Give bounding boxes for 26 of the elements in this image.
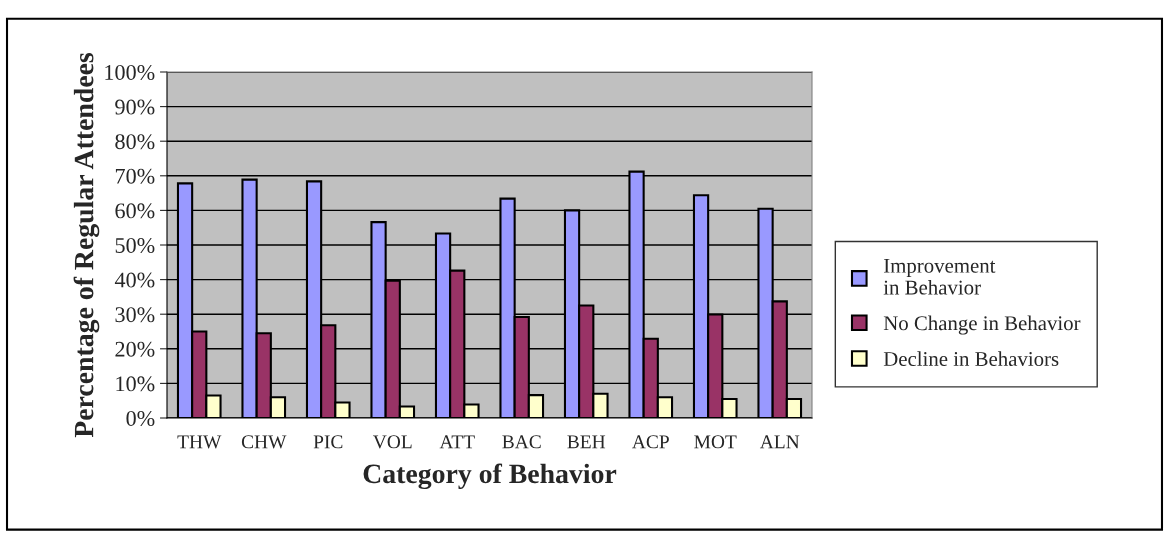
- y-tick-label: 100%: [105, 64, 155, 80]
- y-tick-label: 10%: [116, 376, 155, 392]
- y-tick-label: 70%: [115, 168, 155, 184]
- x-tick-label: VOL: [372, 435, 412, 449]
- x-tick-label: ACP: [632, 435, 669, 449]
- y-tick-label: 80%: [115, 134, 155, 150]
- y-tick-label: 50%: [115, 237, 155, 253]
- y-tick-label: 60%: [115, 203, 155, 219]
- x-tick-label: ATT: [439, 435, 475, 449]
- y-tick-label: 20%: [115, 341, 155, 357]
- x-tick-label: THW: [177, 435, 222, 449]
- y-tick-label: 90%: [115, 99, 155, 115]
- y-tick-label: 0%: [126, 410, 155, 426]
- legend-label: Decline in Behaviors: [883, 351, 1059, 367]
- legend-label: Improvement in Behavior: [883, 258, 996, 295]
- x-tick-label: MOT: [694, 435, 737, 449]
- x-axis-title: Category of Behavior: [363, 463, 617, 490]
- y-axis-title: Percentage of Regular Attendees: [73, 52, 100, 438]
- legend-label: No Change in Behavior: [883, 315, 1081, 335]
- x-tick-label: BAC: [502, 435, 541, 449]
- y-tick-label: 30%: [115, 307, 155, 323]
- x-tick-label: ALN: [759, 435, 800, 449]
- y-tick-label: 40%: [114, 272, 155, 288]
- x-tick-label: PIC: [313, 435, 343, 449]
- x-tick-label: BEH: [567, 435, 606, 449]
- x-tick-label: CHW: [241, 435, 287, 449]
